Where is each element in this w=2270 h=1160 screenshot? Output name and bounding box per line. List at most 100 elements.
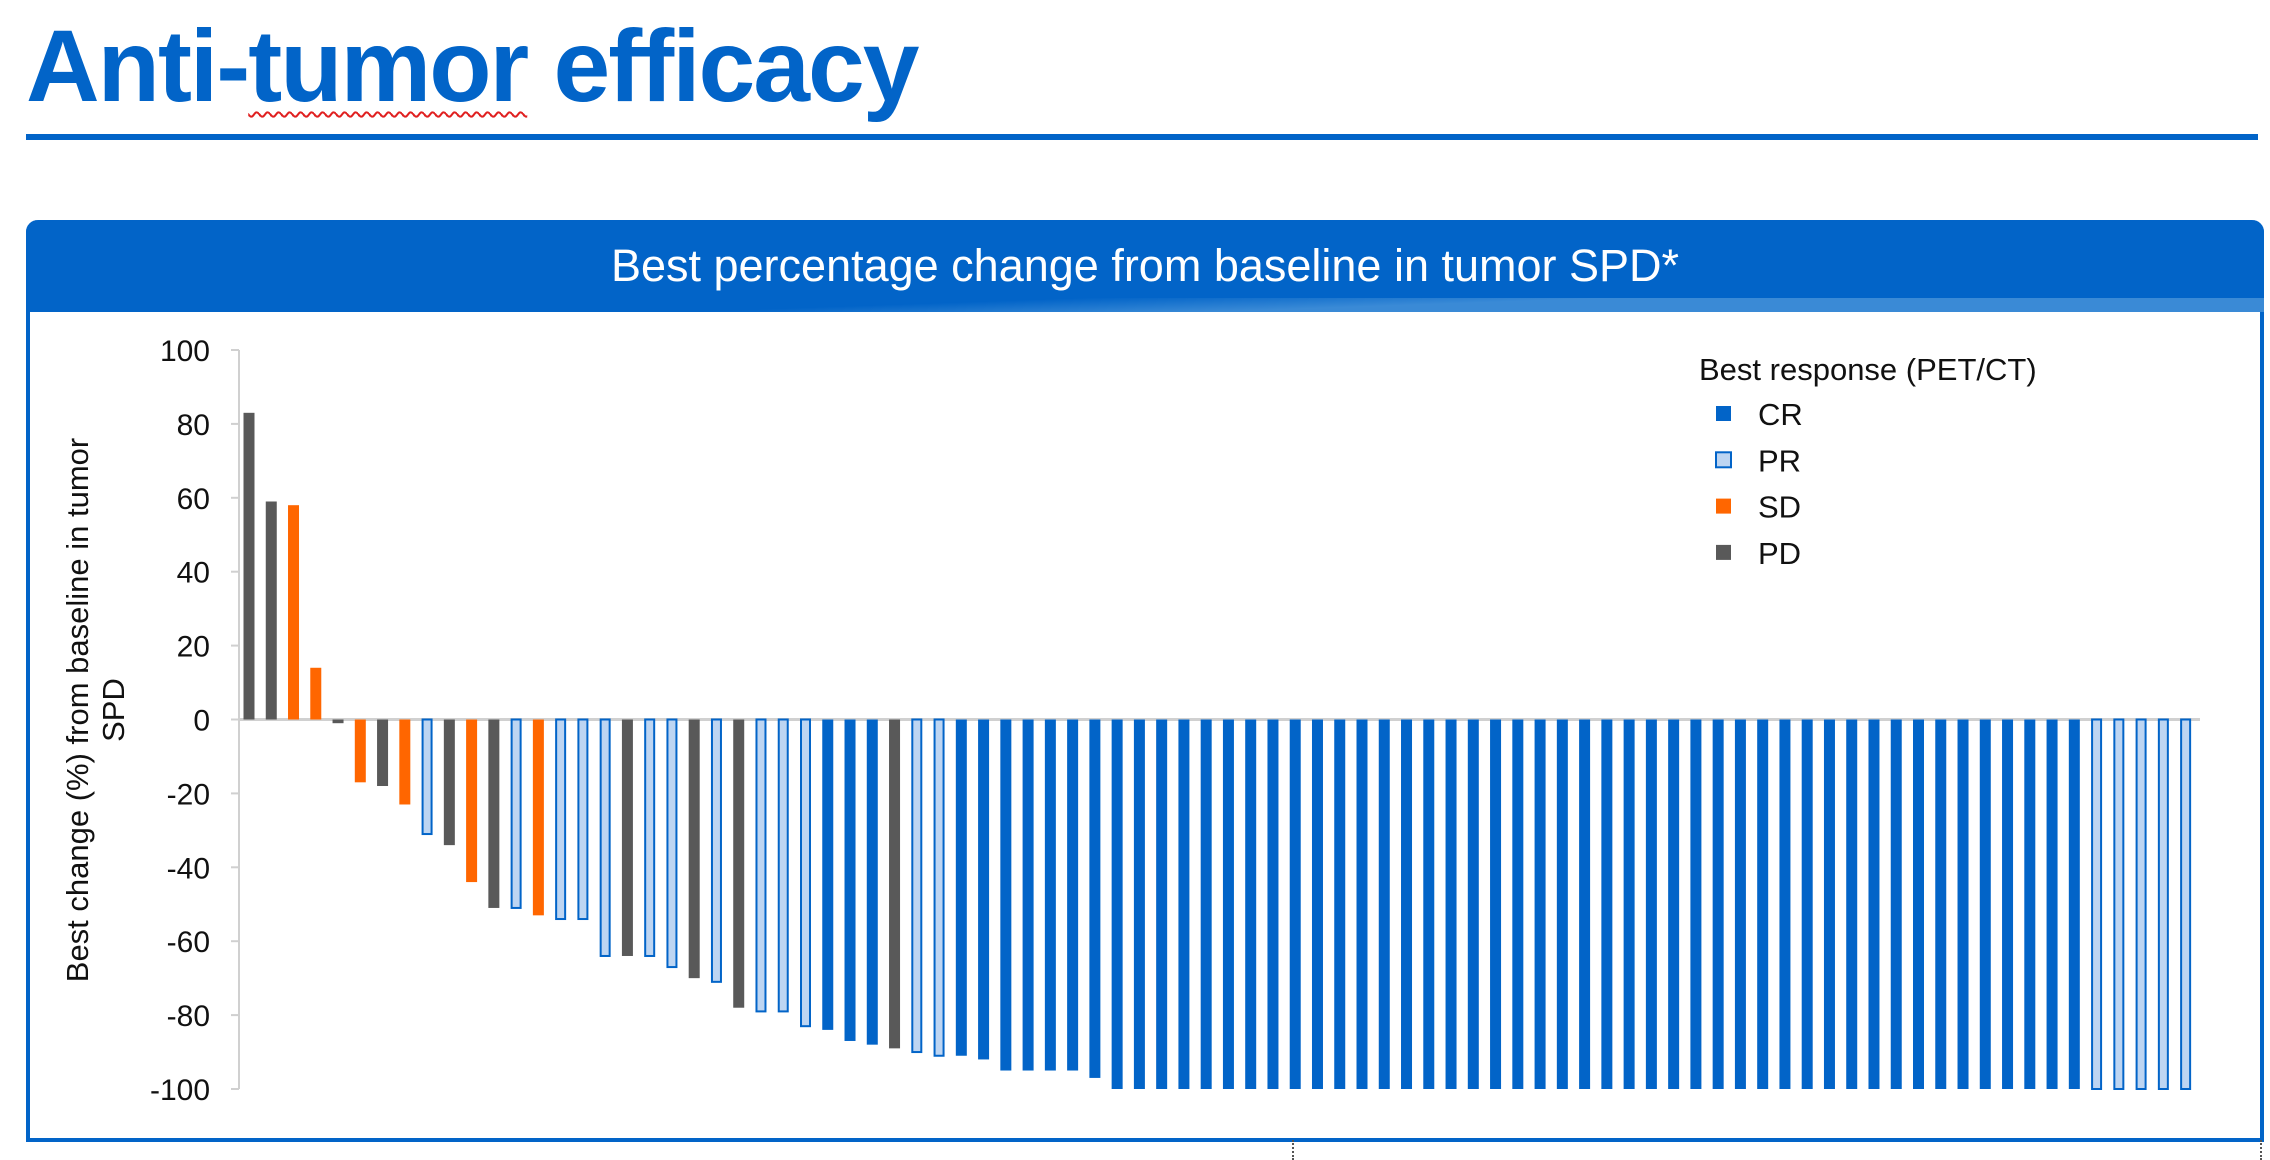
bar-cr	[1712, 719, 1724, 1089]
bar-cr	[1957, 719, 1969, 1089]
title-part: efficacy	[527, 9, 920, 123]
bar-pr	[933, 718, 945, 1057]
y-tick-label: -20	[167, 778, 210, 811]
bar-cr	[1267, 719, 1279, 1089]
bar-pr	[644, 718, 656, 957]
bar-cr	[2002, 719, 2014, 1089]
bar-cr	[1556, 719, 1568, 1089]
bar-cr	[1734, 719, 1746, 1089]
y-tick-label: 20	[177, 631, 210, 664]
bar-pr	[599, 718, 611, 957]
bar-cr	[1467, 719, 1479, 1089]
legend-swatch-pr	[1715, 451, 1732, 469]
bar-cr	[1022, 719, 1034, 1071]
bar-pr	[710, 718, 722, 983]
bar-sd	[354, 719, 366, 783]
spellcheck-flagged-word: tumor	[248, 9, 529, 123]
bar-cr	[1000, 719, 1012, 1071]
chart-panel-header: Best percentage change from baseline in …	[26, 220, 2264, 312]
bar-pr	[421, 718, 433, 836]
bar-pr	[777, 718, 789, 1013]
bar-cr	[1044, 719, 1056, 1071]
bar-pd	[443, 719, 455, 846]
legend-swatch-pd	[1716, 544, 1731, 560]
bar-cr	[1401, 719, 1413, 1089]
bar-cr	[2068, 719, 2080, 1089]
bar-pd	[377, 719, 389, 787]
bar-pr	[510, 718, 522, 909]
slide-title: Anti-tumor efficacy	[26, 6, 920, 126]
bar-cr	[2046, 719, 2058, 1089]
bar-pr	[666, 718, 678, 969]
y-tick-label: 60	[177, 483, 210, 516]
bar-cr	[1890, 719, 1902, 1089]
bar-cr	[1913, 719, 1924, 1089]
bar-cr	[866, 719, 878, 1045]
bar-cr	[1490, 719, 1502, 1089]
y-tick-label: -100	[150, 1074, 210, 1107]
bar-pr	[2113, 718, 2125, 1090]
bar-cr	[1356, 719, 1368, 1089]
bar-cr	[978, 719, 990, 1060]
bar-pd	[889, 719, 901, 1049]
bar-cr	[1645, 719, 1657, 1089]
bar-cr	[1779, 719, 1791, 1089]
bar-pd	[688, 719, 700, 979]
legend: Best response (PET/CT) CR PR SD PD	[1699, 352, 2037, 571]
bar-cr	[1423, 719, 1435, 1089]
bar-cr	[844, 719, 856, 1041]
bar-cr	[1445, 719, 1457, 1089]
y-tick-label: 0	[193, 705, 210, 738]
bar-cr	[1868, 719, 1880, 1089]
bar-cr	[1289, 719, 1301, 1089]
chart-title: Best percentage change from baseline in …	[610, 240, 1680, 291]
bar-pd	[488, 719, 500, 908]
bar-cr	[1823, 719, 1835, 1089]
bar-cr	[822, 719, 834, 1030]
guide-line	[1292, 1140, 1294, 1160]
bar-cr	[1378, 719, 1390, 1089]
bar-cr	[1935, 719, 1947, 1089]
bar-cr	[1222, 719, 1234, 1089]
bar-cr	[1311, 719, 1323, 1089]
bar-cr	[1111, 719, 1123, 1089]
bar-cr	[1133, 719, 1145, 1089]
bar-cr	[1623, 719, 1635, 1089]
y-tick-label: -40	[167, 852, 210, 885]
bar-cr	[1979, 719, 1991, 1089]
bar-sd	[532, 719, 544, 916]
bar-pr	[2135, 718, 2147, 1090]
y-tick-label: -60	[167, 926, 210, 959]
bar-pr	[2180, 718, 2192, 1090]
bar-cr	[1178, 719, 1190, 1089]
legend-swatch-sd	[1716, 498, 1731, 514]
bar-cr	[1579, 719, 1591, 1089]
bar-pd	[265, 501, 277, 720]
bar-cr	[1067, 719, 1079, 1071]
bar-cr	[1534, 719, 1546, 1089]
title-part: Anti-	[26, 9, 250, 123]
bar-cr	[1801, 719, 1813, 1089]
bar-pd	[332, 719, 344, 724]
bar-pr	[2157, 718, 2169, 1090]
bar-pr	[577, 718, 589, 921]
bar-sd	[288, 505, 300, 720]
bar-pd	[733, 719, 745, 1008]
bar-cr	[1245, 719, 1257, 1089]
bar-pr	[555, 718, 567, 921]
bar-cr	[2024, 719, 2036, 1089]
bar-cr	[1846, 719, 1858, 1089]
y-tick-label: 100	[160, 335, 210, 368]
bar-sd	[310, 667, 322, 720]
chart-panel: Best percentage change from baseline in …	[26, 220, 2264, 1142]
bar-pr	[911, 718, 923, 1054]
bar-sd	[399, 719, 411, 805]
bar-cr	[1512, 719, 1524, 1089]
legend-label-cr: CR	[1758, 397, 1803, 432]
y-axis-label-line2: SPD	[96, 678, 131, 742]
bar-cr	[955, 719, 967, 1056]
legend-label-sd: SD	[1758, 490, 1801, 525]
y-axis-label-line1: Best change (%) from baseline in tumor	[60, 438, 95, 982]
bar-cr	[1690, 719, 1702, 1089]
